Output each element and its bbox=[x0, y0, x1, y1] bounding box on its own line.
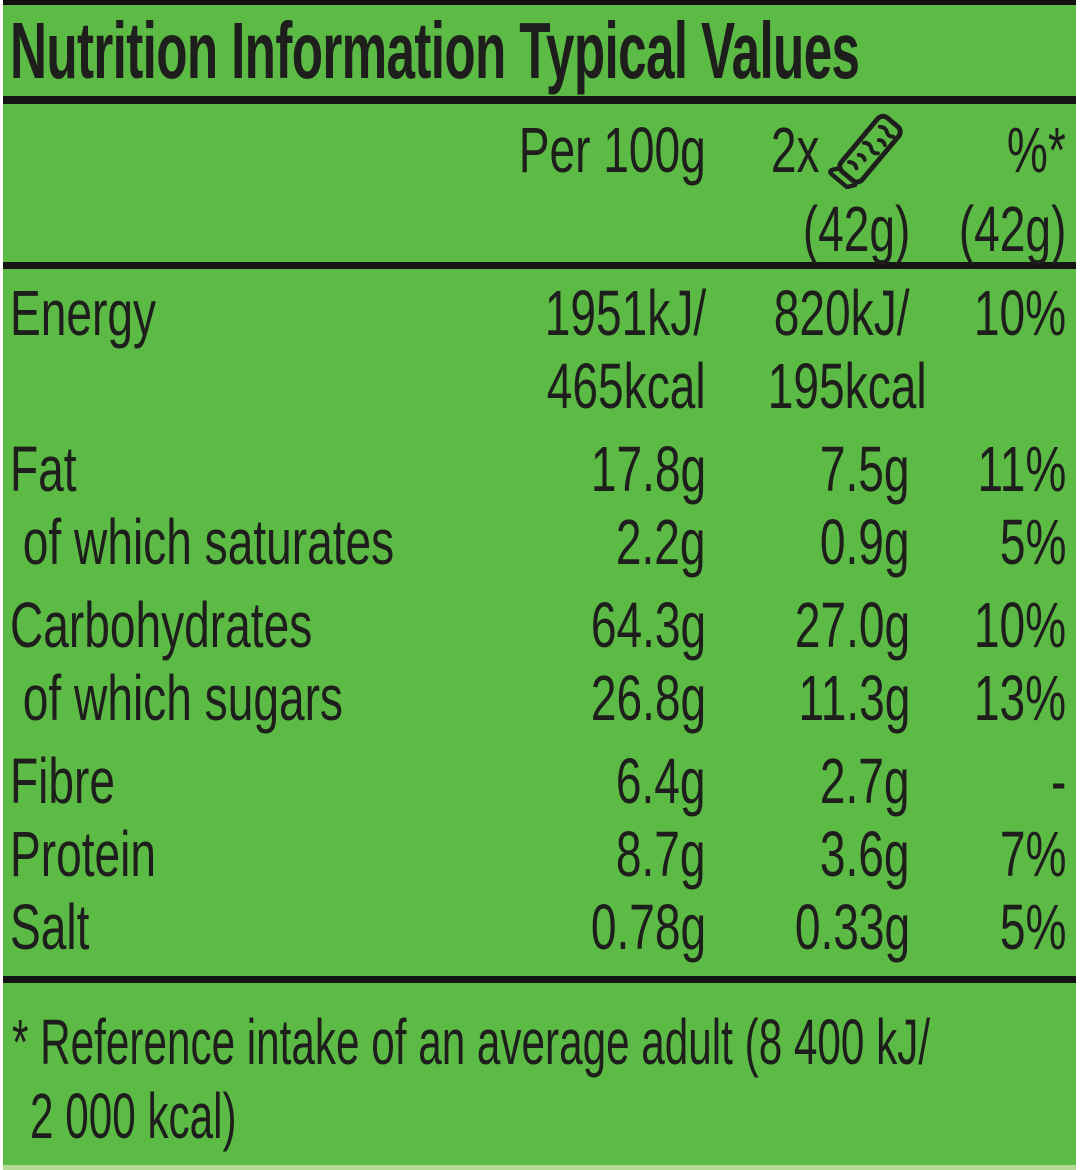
ri-percent-value: 5% bbox=[999, 891, 1066, 963]
per-bar-value: 0.9g bbox=[820, 506, 910, 578]
nutrient-label: Fat bbox=[10, 433, 77, 505]
ri-percent-value: 13% bbox=[973, 662, 1066, 734]
nutrition-table: Energy 1951kJ/ 465kcal 820kJ/ 195kcal 10… bbox=[0, 269, 1080, 964]
per-bar-header: 2x bbox=[706, 104, 910, 196]
title-divider bbox=[0, 96, 1080, 104]
nutrient-label: Protein bbox=[10, 818, 157, 890]
ri-percent-value: 5% bbox=[999, 506, 1066, 578]
per-bar-value: 27.0g bbox=[794, 589, 910, 661]
per-100g-value: 26.8g bbox=[590, 662, 706, 734]
per-bar-value: 3.6g bbox=[820, 818, 910, 890]
footer-divider bbox=[0, 976, 1080, 983]
per-100g-value: 2.2g bbox=[616, 506, 706, 578]
per-bar-value: 820kJ/ 195kcal bbox=[767, 277, 927, 422]
nutrient-label: Fibre bbox=[10, 745, 115, 817]
ri-percent-value: 10% bbox=[973, 277, 1066, 349]
table-row-fat: Fat 17.8g 7.5g 11% bbox=[0, 433, 1080, 506]
table-row-salt: Salt 0.78g 0.33g 5% bbox=[0, 891, 1080, 964]
percent-header: %* bbox=[1007, 114, 1066, 186]
per-bar-prefix: 2x bbox=[771, 114, 820, 186]
nutrient-label: of which sugars bbox=[10, 662, 343, 734]
ri-percent-value: 11% bbox=[977, 433, 1066, 505]
nutrient-label: of which saturates bbox=[10, 506, 395, 578]
ri-percent-value: 7% bbox=[999, 818, 1066, 890]
per-bar-value: 2.7g bbox=[820, 745, 910, 817]
nutrient-label: Salt bbox=[10, 891, 90, 963]
table-row-carbohydrates: Carbohydrates 64.3g 27.0g 10% bbox=[0, 589, 1080, 662]
label-title-block: Nutrition Information Typical Values bbox=[0, 5, 1080, 96]
column-subheader-row: (42g) (42g) bbox=[0, 196, 1080, 262]
footnote-line-2: 2 000 kcal) bbox=[30, 1080, 237, 1152]
top-border-strip bbox=[0, 0, 1080, 5]
header-divider bbox=[0, 262, 1080, 269]
footnote-line-1: * Reference intake of an average adult (… bbox=[12, 1006, 931, 1078]
ri-percent-value: 10% bbox=[973, 589, 1066, 661]
per-100g-value: 1951kJ/ 465kcal bbox=[544, 277, 706, 422]
per-100g-header: Per 100g bbox=[518, 114, 706, 186]
percent-weight: (42g) bbox=[958, 193, 1066, 265]
per-bar-value: 0.33g bbox=[794, 891, 910, 963]
label-title: Nutrition Information Typical Values bbox=[10, 5, 860, 95]
per-bar-value: 11.3g bbox=[798, 662, 910, 734]
table-row-sugars: of which sugars 26.8g 11.3g 13% bbox=[0, 662, 1080, 735]
table-row-protein: Protein 8.7g 3.6g 7% bbox=[0, 818, 1080, 891]
per-100g-value: 64.3g bbox=[590, 589, 706, 661]
column-header-row: Per 100g 2x %* bbox=[0, 104, 1080, 196]
table-row-saturates: of which saturates 2.2g 0.9g 5% bbox=[0, 506, 1080, 579]
table-row-fibre: Fibre 6.4g 2.7g - bbox=[0, 745, 1080, 818]
bottom-edge-strip bbox=[0, 1165, 1080, 1170]
right-edge-strip bbox=[1076, 0, 1080, 1170]
per-100g-value: 6.4g bbox=[616, 745, 706, 817]
nutrient-label: Energy bbox=[10, 277, 157, 349]
per-bar-value: 7.5g bbox=[820, 433, 910, 505]
per-bar-weight: (42g) bbox=[802, 193, 910, 265]
per-100g-value: 8.7g bbox=[616, 818, 706, 890]
cereal-bar-icon bbox=[828, 113, 903, 189]
left-edge-strip bbox=[0, 0, 3, 1170]
nutrient-label: Carbohydrates bbox=[10, 589, 313, 661]
table-row-energy: Energy 1951kJ/ 465kcal 820kJ/ 195kcal 10… bbox=[0, 277, 1080, 423]
per-100g-value: 17.8g bbox=[590, 433, 706, 505]
reference-intake-footnote: * Reference intake of an average adult (… bbox=[0, 983, 1080, 1153]
per-100g-value: 0.78g bbox=[590, 891, 706, 963]
ri-percent-value: - bbox=[1050, 745, 1066, 817]
